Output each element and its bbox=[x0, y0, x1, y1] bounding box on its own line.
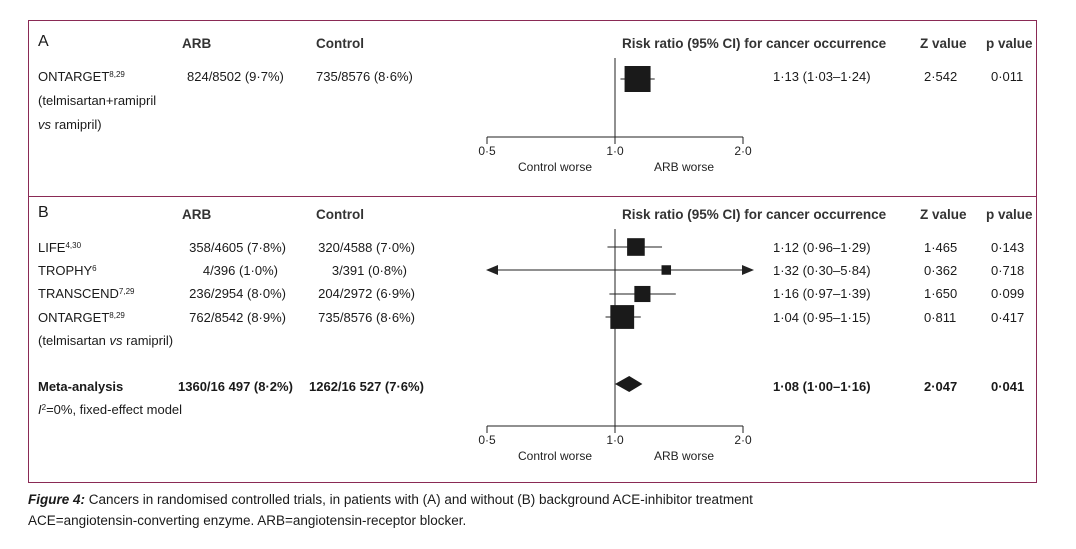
meta-control: 1262/16 527 (7·6%) bbox=[309, 379, 424, 394]
axis-right-label-a: ARB worse bbox=[654, 160, 714, 174]
panel-separator bbox=[28, 196, 1037, 197]
study-a-line3: vs ramipril) bbox=[38, 117, 102, 132]
meta-name: Meta-analysis bbox=[38, 379, 124, 394]
study-a-arb: 824/8502 (9·7%) bbox=[187, 69, 284, 84]
meta-arb: 1360/16 497 (8·2%) bbox=[178, 379, 293, 394]
meta-p: 0·041 bbox=[991, 379, 1025, 394]
axis-left-label-a: Control worse bbox=[518, 160, 592, 174]
study-b-rr-2: 1·16 (0·97–1·39) bbox=[773, 286, 871, 301]
summary-diamond bbox=[615, 376, 643, 392]
study-b-arb-3: 762/8542 (8·9%) bbox=[189, 310, 286, 325]
x-tick-label-a-1: 1·0 bbox=[606, 144, 624, 158]
study-b-arb-2: 236/2954 (8·0%) bbox=[189, 286, 286, 301]
study-b-control-1: 3/391 (0·8%) bbox=[331, 263, 407, 278]
study-b-note-3: (telmisartan vs ramipril) bbox=[38, 333, 174, 348]
study-a-p: 0·011 bbox=[991, 69, 1024, 84]
meta-rr: 1·08 (1·00–1·16) bbox=[773, 379, 871, 394]
study-b-p-3: 0·417 bbox=[991, 310, 1025, 325]
point-estimate-b-1 bbox=[661, 265, 672, 275]
panel-a-label: A bbox=[38, 33, 49, 50]
study-b-rr-1: 1·32 (0·30–5·84) bbox=[773, 263, 871, 278]
study-a-rr: 1·13 (1·03–1·24) bbox=[773, 69, 871, 84]
point-estimate-b-0 bbox=[627, 238, 645, 256]
ci-arrow-right-b-1 bbox=[742, 265, 754, 275]
header-arb-b: ARB bbox=[182, 207, 212, 222]
figure-footnote: ACE=angiotensin-converting enzyme. ARB=a… bbox=[28, 513, 467, 528]
study-b-control-0: 320/4588 (7·0%) bbox=[318, 240, 415, 255]
x-tick-label-a-2: 2·0 bbox=[734, 144, 752, 158]
x-tick-label-b-0: 0·5 bbox=[478, 433, 496, 447]
study-b-name-2: TRANSCEND7,29 bbox=[38, 286, 135, 301]
study-b-z-0: 1·465 bbox=[924, 240, 958, 255]
axis-left-label-b: Control worse bbox=[518, 449, 592, 463]
study-b-name-0: LIFE4,30 bbox=[38, 240, 82, 255]
study-b-name-1: TROPHY6 bbox=[38, 263, 97, 278]
study-b-z-3: 0·811 bbox=[924, 310, 957, 325]
header-rr-b: Risk ratio (95% CI) for cancer occurrenc… bbox=[622, 207, 887, 222]
header-control-b: Control bbox=[316, 207, 364, 222]
study-a-control: 735/8576 (8·6%) bbox=[316, 69, 413, 84]
header-p-b: p value bbox=[986, 207, 1033, 222]
study-b-p-1: 0·718 bbox=[991, 263, 1025, 278]
point-estimate-a-0 bbox=[624, 66, 651, 92]
meta-z: 2·047 bbox=[924, 379, 958, 394]
axis-right-label-b: ARB worse bbox=[654, 449, 714, 463]
study-a-line2: (telmisartan+ramipril bbox=[38, 93, 157, 108]
figure-caption: Figure 4: Cancers in randomised controll… bbox=[28, 492, 753, 507]
header-p-a: p value bbox=[986, 36, 1033, 51]
point-estimate-b-3 bbox=[610, 305, 635, 329]
meta-note: I2=0%, fixed-effect model bbox=[38, 402, 183, 417]
figure-frame bbox=[28, 20, 1037, 483]
header-control-a: Control bbox=[316, 36, 364, 51]
study-a-z: 2·542 bbox=[924, 69, 958, 84]
panel-b-label: B bbox=[38, 204, 49, 221]
study-b-z-1: 0·362 bbox=[924, 263, 958, 278]
study-b-arb-1: 4/396 (1·0%) bbox=[202, 263, 278, 278]
study-b-p-2: 0·099 bbox=[991, 286, 1025, 301]
study-b-control-3: 735/8576 (8·6%) bbox=[318, 310, 415, 325]
study-b-rr-0: 1·12 (0·96–1·29) bbox=[773, 240, 871, 255]
header-z-a: Z value bbox=[920, 36, 967, 51]
study-b-name-3: ONTARGET8,29 bbox=[38, 310, 125, 325]
study-a-name: ONTARGET8,29 bbox=[38, 69, 125, 84]
study-b-z-2: 1·650 bbox=[924, 286, 958, 301]
study-b-arb-0: 358/4605 (7·8%) bbox=[189, 240, 286, 255]
header-arb-a: ARB bbox=[182, 36, 212, 51]
study-b-control-2: 204/2972 (6·9%) bbox=[318, 286, 415, 301]
x-tick-label-b-2: 2·0 bbox=[734, 433, 752, 447]
x-tick-label-a-0: 0·5 bbox=[478, 144, 496, 158]
study-b-rr-3: 1·04 (0·95–1·15) bbox=[773, 310, 871, 325]
ci-arrow-left-b-1 bbox=[486, 265, 498, 275]
header-rr-a: Risk ratio (95% CI) for cancer occurrenc… bbox=[622, 36, 887, 51]
point-estimate-b-2 bbox=[634, 285, 651, 303]
header-z-b: Z value bbox=[920, 207, 967, 222]
study-b-p-0: 0·143 bbox=[991, 240, 1025, 255]
x-tick-label-b-1: 1·0 bbox=[606, 433, 624, 447]
